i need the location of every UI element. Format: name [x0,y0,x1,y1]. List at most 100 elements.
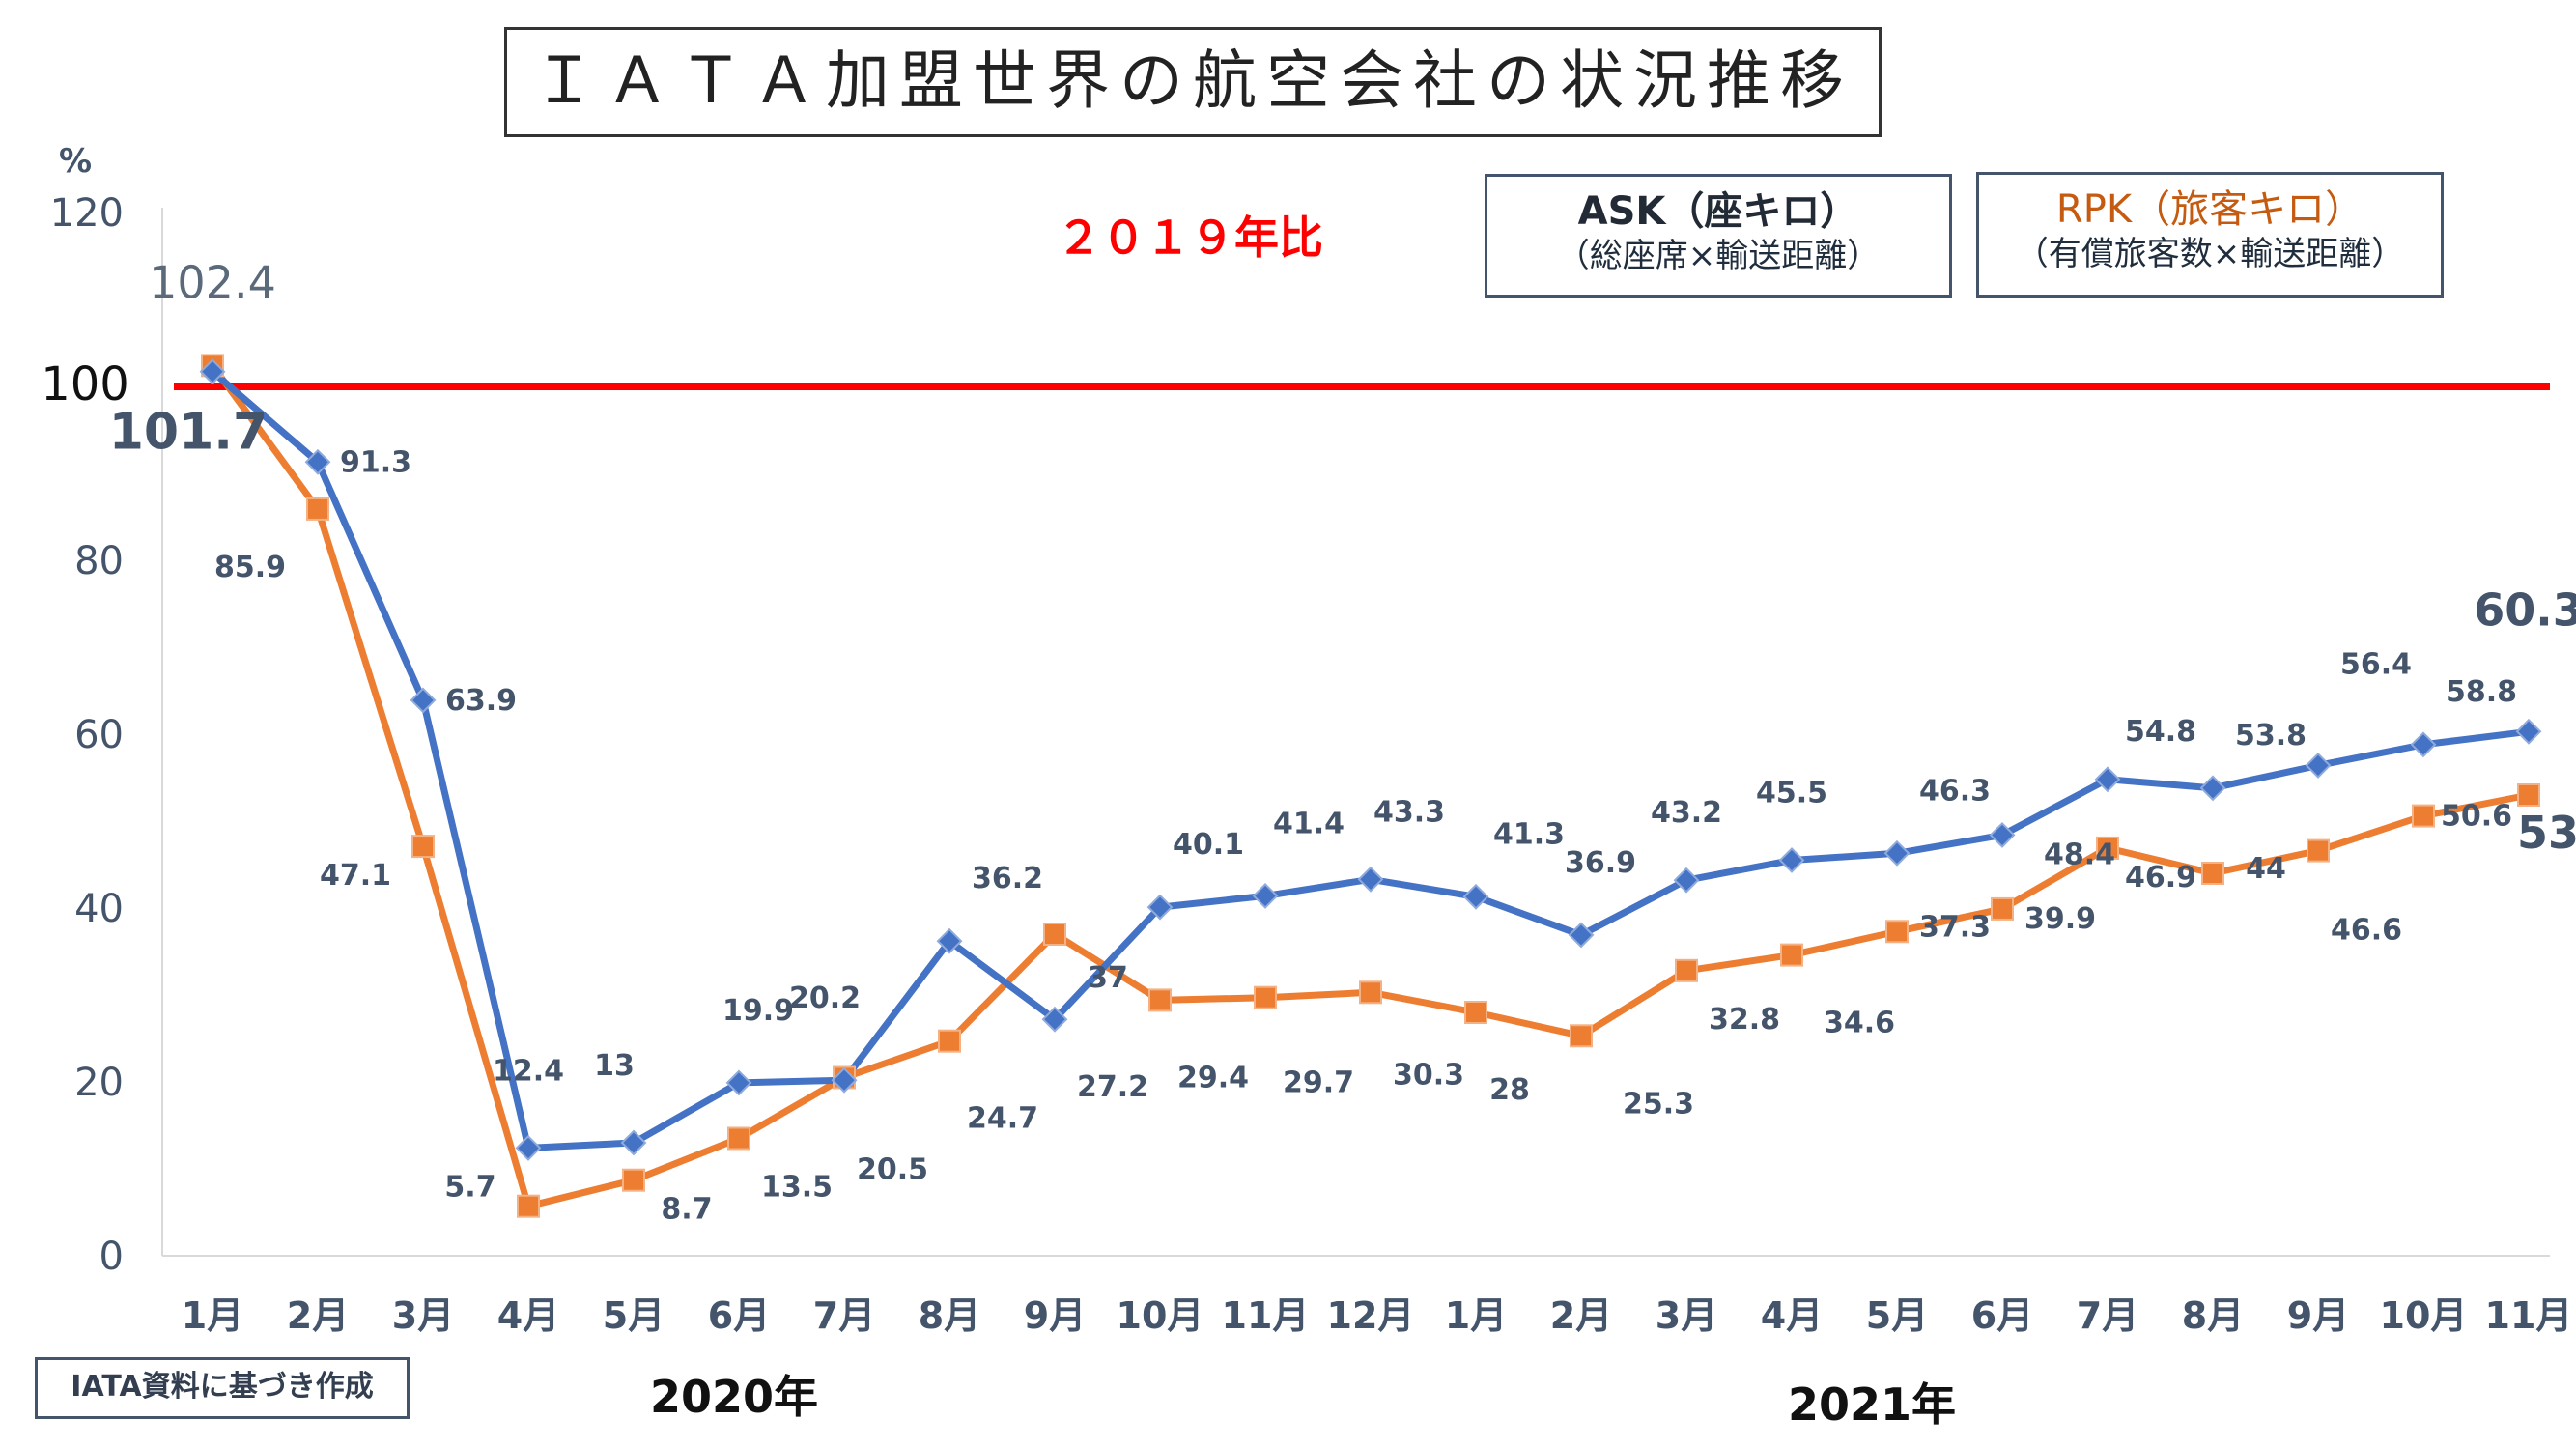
x-tick-label: 4月 [1761,1294,1823,1337]
rpk-data-label: 46.6 [2331,914,2402,948]
ask-data-label: 58.8 [2446,675,2517,709]
rpk-point [2517,783,2540,807]
rpk-data-label: 46.9 [2125,861,2196,895]
ask-data-label: 53.8 [2235,719,2307,753]
ask-data-label: 54.8 [2125,715,2196,749]
rpk-point [622,1168,645,1192]
ask-data-label: 60.3 [2474,583,2576,636]
ask-point [304,448,331,475]
ask-data-label: 41.3 [1493,817,1565,851]
x-tick-label: 8月 [2182,1294,2244,1337]
ask-data-label: 46.3 [1919,774,1991,808]
rpk-point [2307,838,2330,863]
x-tick-label: 10月 [2380,1294,2468,1337]
y-tick-label: 60 [74,713,124,757]
rpk-point [1043,923,1066,946]
x-tick-label: 12月 [1327,1294,1415,1337]
x-tick-label: 5月 [603,1294,665,1337]
ask-point [2305,752,2332,779]
rpk-data-label: 29.4 [1177,1061,1249,1094]
ask-point [2515,718,2542,745]
rpk-data-label: 39.9 [2024,902,2096,936]
rpk-data-label: 5.7 [444,1171,495,1205]
y-tick-label: 0 [99,1235,124,1279]
x-tick-label: 2月 [1550,1294,1612,1337]
ask-data-label: 56.4 [2340,647,2412,681]
rpk-data-label: 28 [1489,1073,1530,1107]
rpk-point [1885,920,1909,944]
ask-data-label: 101.7 [109,404,268,462]
x-tick-label: 2月 [287,1294,349,1337]
rpk-point [1991,896,2014,921]
rpk-point [938,1029,961,1053]
ask-data-label: 12.4 [493,1054,564,1088]
ask-point [1883,839,1911,867]
x-tick-label: 10月 [1117,1294,1204,1337]
chart-title-text: ＩＡＴＡ加盟世界の航空会社の状況推移 [532,43,1854,118]
rpk-point [306,497,329,521]
rpk-data-label: 20.5 [857,1153,928,1187]
ask-point [1357,866,1384,893]
x-tick-label: 1月 [1445,1294,1507,1337]
rpk-point [517,1194,540,1218]
x-tick-label: 7月 [2077,1294,2138,1337]
ask-data-label: 13 [594,1049,635,1083]
ask-point [410,687,437,714]
rpk-point [2201,862,2224,885]
ask-point [620,1129,647,1156]
year-label-2021: 2021年 [1788,1378,1956,1431]
rpk-point [727,1126,750,1151]
legend-rpk-description: （有償旅客数×輸送距離） [2015,235,2405,273]
rpk-data-label: 32.8 [1709,1003,1780,1037]
ask-point [831,1066,858,1094]
rpk-data-label: 30.3 [1393,1058,1464,1092]
rpk-data-label: 50.6 [2441,800,2512,834]
rpk-data-label: 37.3 [1919,910,1991,944]
source-note: IATA資料に基づき作成 [35,1357,410,1419]
ask-point [1041,1006,1068,1033]
rpk-point [2096,836,2119,860]
x-tick-label: 4月 [497,1294,559,1337]
ask-point [2410,731,2437,758]
year-label-2020: 2020年 [650,1371,818,1423]
x-tick-label: 6月 [708,1294,770,1337]
ask-data-label: 41.4 [1273,807,1345,840]
legend-ask-label: ASK（座キロ） [1577,189,1859,234]
ask-point [1568,922,1595,949]
legend-rpk-label: RPK（旅客キロ） [2055,187,2364,232]
ask-point [199,358,226,385]
rpk-data-label: 34.6 [1824,1007,1895,1040]
ask-data-label: 36.9 [1565,846,1636,880]
x-tick-label: 9月 [2287,1294,2349,1337]
rpk-data-label: 8.7 [661,1193,712,1227]
ask-data-label: 40.1 [1173,828,1244,862]
rpk-data-label: 13.5 [761,1171,833,1205]
rpk-point [1464,1001,1487,1024]
ask-data-label: 20.2 [789,981,861,1015]
x-tick-label: 6月 [1971,1294,2033,1337]
rpk-point [1148,988,1172,1012]
ask-data-label: 36.2 [972,862,1043,895]
rpk-data-label: 53 [2517,807,2576,859]
y-tick-label: 20 [74,1061,124,1105]
y-tick-label: 40 [74,887,124,931]
x-tick-label: 9月 [1024,1294,1086,1337]
y-tick-label: 80 [74,539,124,583]
ask-data-label: 91.3 [340,445,411,479]
ask-point [2199,775,2226,802]
ask-point [936,927,963,954]
rpk-point [1780,943,1803,967]
ask-point [1146,894,1174,921]
ask-data-label: 19.9 [722,994,794,1028]
ask-data-label: 43.3 [1373,795,1445,829]
ask-data-label: 48.4 [2044,838,2115,871]
x-tick-label: 1月 [182,1294,243,1337]
rpk-data-label: 29.7 [1283,1066,1354,1100]
ask-point [1252,882,1279,909]
x-tick-label: 3月 [392,1294,454,1337]
ask-data-label: 27.2 [1077,1070,1148,1104]
rpk-point [1675,958,1698,982]
legend-ask: ASK（座キロ） （総座席×輸送距離） [1485,174,1952,298]
ask-data-label: 45.5 [1756,777,1827,810]
